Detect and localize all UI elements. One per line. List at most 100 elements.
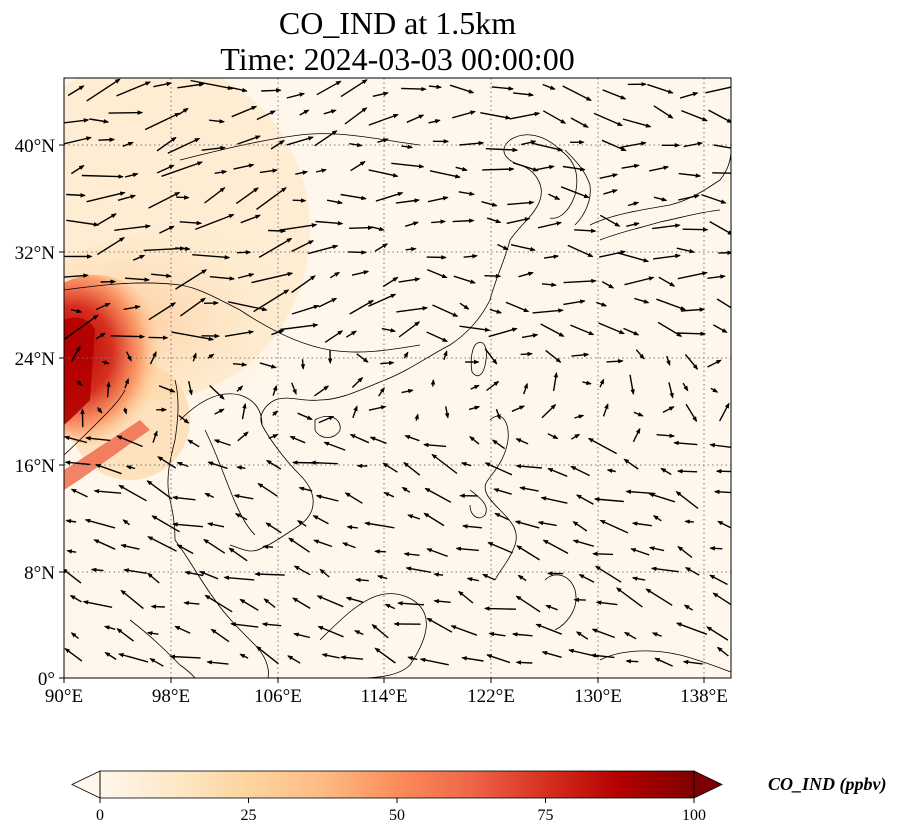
wind-arrow xyxy=(572,521,588,532)
wind-arrow xyxy=(207,461,228,470)
wind-arrow xyxy=(368,293,397,307)
wind-arrow xyxy=(574,414,585,419)
wind-arrow xyxy=(174,625,191,634)
wind-arrow xyxy=(177,82,205,89)
wind-arrow xyxy=(348,225,374,230)
wind-arrow xyxy=(709,220,731,236)
wind-arrow xyxy=(676,331,707,336)
wind-arrow xyxy=(480,112,512,120)
wind-arrow xyxy=(455,166,468,172)
wind-arrow xyxy=(707,274,726,279)
wind-arrow xyxy=(298,486,313,492)
wind-arrow xyxy=(587,437,618,455)
wind-arrow xyxy=(374,549,387,554)
wind-arrow xyxy=(268,228,287,234)
wind-arrow xyxy=(148,191,181,209)
wind-arrow xyxy=(64,118,90,124)
wind-arrow xyxy=(149,350,157,365)
wind-arrow xyxy=(206,660,229,665)
wind-arrow xyxy=(297,412,313,420)
wind-arrow xyxy=(272,410,279,416)
wind-arrow xyxy=(299,109,310,116)
wind-arrow xyxy=(236,465,246,470)
wind-arrow xyxy=(718,250,731,256)
wind-arrow xyxy=(515,463,542,469)
x-tick-label: 90°E xyxy=(45,686,83,707)
wind-arrow xyxy=(323,441,346,451)
wind-arrow xyxy=(176,544,194,555)
wind-arrow xyxy=(151,273,172,278)
wind-arrow xyxy=(677,271,708,280)
wind-arrow xyxy=(368,169,399,178)
wind-arrow xyxy=(398,321,421,338)
wind-arrow xyxy=(232,362,248,367)
wind-arrow xyxy=(263,598,276,608)
wind-vector-field xyxy=(64,78,731,667)
wind-arrow xyxy=(487,541,513,554)
wind-arrow xyxy=(652,515,662,522)
wind-arrow xyxy=(685,403,698,423)
wind-arrow xyxy=(624,276,655,286)
y-tick-label: 16°N xyxy=(15,456,56,477)
wind-arrow xyxy=(426,331,449,343)
wind-arrow xyxy=(515,595,541,613)
wind-arrow xyxy=(709,574,728,586)
wind-arrow xyxy=(715,469,731,474)
x-tick-label: 98°E xyxy=(152,686,190,707)
wind-arrow xyxy=(520,351,534,357)
wind-arrow xyxy=(602,89,627,100)
wind-arrow xyxy=(236,250,252,255)
wind-arrow xyxy=(486,217,502,224)
wind-arrow xyxy=(158,385,176,393)
x-tick-label: 106°E xyxy=(254,686,302,707)
wind-arrow xyxy=(235,187,259,205)
wind-arrow xyxy=(236,385,244,392)
wind-arrow xyxy=(531,142,564,152)
wind-arrow xyxy=(369,436,387,444)
wind-arrow xyxy=(254,571,285,577)
wind-arrow xyxy=(545,349,562,363)
wind-arrow xyxy=(209,276,236,281)
wind-arrow xyxy=(676,247,695,254)
wind-arrow xyxy=(286,92,306,99)
wind-arrow xyxy=(599,519,629,534)
wind-arrow xyxy=(374,647,396,664)
wind-arrow xyxy=(708,109,731,124)
wind-arrow xyxy=(706,626,729,641)
wind-arrow xyxy=(118,484,147,502)
wind-arrow xyxy=(606,358,624,364)
wind-arrow xyxy=(178,414,190,424)
colorbar-tick-label: 100 xyxy=(682,807,706,824)
wind-arrow xyxy=(570,465,591,477)
wind-arrow xyxy=(64,648,83,662)
wind-arrow xyxy=(69,594,82,603)
wind-arrow xyxy=(153,81,173,88)
wind-arrow xyxy=(172,522,204,528)
wind-arrow xyxy=(147,536,177,552)
wind-arrow xyxy=(341,542,356,549)
wind-arrow xyxy=(495,409,501,420)
wind-arrow xyxy=(256,187,287,210)
wind-arrow xyxy=(340,655,364,660)
wind-arrow xyxy=(188,381,193,396)
wind-arrow xyxy=(195,213,235,231)
wind-arrow xyxy=(595,600,618,606)
wind-arrow xyxy=(489,308,503,314)
wind-arrow xyxy=(426,617,453,633)
wind-arrow xyxy=(261,622,282,627)
wind-arrow xyxy=(404,435,420,442)
wind-arrow xyxy=(684,519,694,524)
wind-arrow xyxy=(293,632,311,639)
wind-arrow xyxy=(288,537,310,553)
wind-arrow xyxy=(592,551,614,557)
wind-arrow xyxy=(598,322,625,335)
wind-arrow xyxy=(678,194,700,201)
wind-arrow xyxy=(397,601,425,606)
wind-arrow xyxy=(422,442,447,448)
wind-arrow xyxy=(599,378,605,388)
wind-arrow xyxy=(562,165,586,172)
wind-arrow xyxy=(540,323,565,337)
wind-arrow xyxy=(627,201,640,207)
wind-arrow xyxy=(98,137,116,142)
wind-arrow xyxy=(460,462,472,467)
